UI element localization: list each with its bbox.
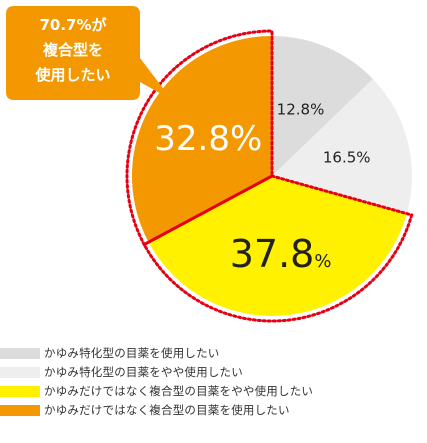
legend-label-3: かゆみだけではなく複合型の目薬をやや使用したい [44, 384, 314, 398]
legend-swatch-2 [0, 367, 40, 378]
pie-slice-1 [272, 36, 373, 176]
legend-swatch-3 [0, 386, 40, 397]
legend-swatch-1 [0, 348, 40, 359]
callout-line-2: 複合型を [42, 41, 103, 59]
legend-label-1: かゆみ特化型の目薬を使用したい [44, 346, 220, 360]
legend-swatch-4 [0, 405, 40, 416]
callout-line-1: 70.7%が [39, 16, 107, 34]
legend-item-4: かゆみだけではなく複合型の目薬を使用したい [0, 401, 427, 420]
legend-item-1: かゆみ特化型の目薬を使用したい [0, 344, 427, 363]
pie-label-3: 37.8% [230, 232, 332, 276]
callout-line-3: 使用したい [34, 66, 110, 84]
pie-label-4: 32.8% [154, 119, 262, 159]
pie-slice-4 [132, 36, 272, 243]
legend-item-3: かゆみだけではなく複合型の目薬をやや使用したい [0, 382, 427, 401]
pie-label-1: 12.8% [277, 100, 325, 118]
pie-label-3-value: 37.8 [230, 232, 315, 276]
pie-label-3-unit: % [314, 251, 331, 272]
pie-slice-3 [148, 176, 407, 316]
callout-box [6, 6, 172, 100]
outline-slice-4 [125, 29, 274, 247]
outline-slice-3 [142, 174, 414, 323]
legend-item-2: かゆみ特化型の目薬をやや使用したい [0, 363, 427, 382]
legend-label-4: かゆみだけではなく複合型の目薬を使用したい [44, 403, 290, 417]
legend: かゆみ特化型の目薬を使用したい かゆみ特化型の目薬をやや使用したい かゆみだけで… [0, 344, 427, 420]
pie-label-2: 16.5% [323, 148, 371, 166]
pie-slice-2 [272, 78, 412, 214]
callout: 70.7%が 複合型を 使用したい [6, 6, 172, 100]
legend-label-2: かゆみ特化型の目薬をやや使用したい [44, 365, 243, 379]
